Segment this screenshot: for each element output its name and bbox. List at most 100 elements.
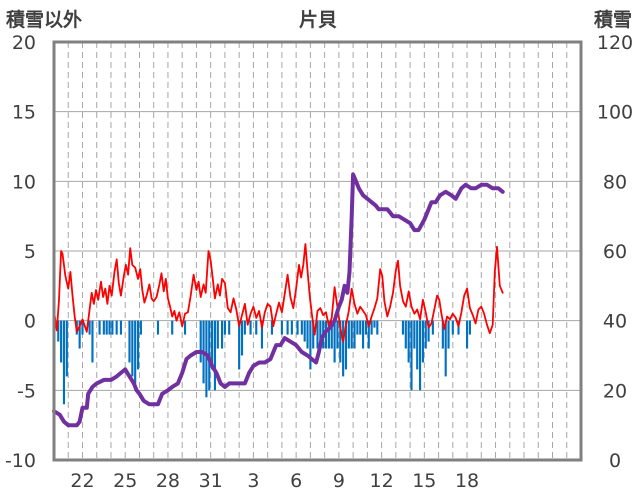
precipitation-bar: [105, 320, 108, 335]
precipitation-bar: [373, 320, 376, 328]
y-axis-left-label: 積雪以外: [6, 8, 82, 31]
precipitation-bar: [134, 320, 137, 391]
y-tick-label-left: 5: [24, 241, 36, 263]
precipitation-bar: [108, 320, 111, 335]
precipitation-bar: [88, 320, 91, 335]
precipitation-bar: [404, 320, 407, 349]
precipitation-bar: [344, 320, 348, 370]
precipitation-bar: [401, 320, 405, 335]
precipitation-bar: [376, 320, 379, 335]
precipitation-bar: [441, 320, 444, 349]
precipitation-bar: [171, 320, 174, 335]
x-tick-label: 3: [247, 470, 259, 492]
precipitation-bar: [413, 320, 416, 349]
precipitation-bar: [156, 320, 160, 335]
y-tick-label-left: -10: [5, 450, 36, 472]
precipitation-bar: [330, 320, 333, 349]
precipitation-bar: [447, 320, 450, 349]
precipitation-bar: [57, 320, 60, 342]
x-tick-label: 9: [333, 470, 345, 492]
precipitation-bar: [286, 320, 289, 335]
x-tick-label: 25: [113, 470, 137, 492]
precipitation-bar: [347, 320, 350, 349]
precipitation-bar: [249, 320, 252, 335]
precipitation-bar: [78, 320, 81, 349]
y-tick-label-left: 20: [12, 32, 36, 54]
precipitation-bar: [427, 320, 430, 342]
precipitation-bar: [451, 320, 454, 335]
precipitation-bar: [62, 320, 66, 405]
precipitation-bar: [319, 320, 322, 349]
precipitation-bars: [57, 320, 471, 405]
precipitation-bar: [91, 320, 94, 363]
precipitation-bar: [309, 320, 312, 370]
precipitation-bar: [410, 320, 413, 391]
plot-frame: [52, 40, 583, 462]
precipitation-bar: [183, 320, 187, 335]
x-tick-label: 15: [412, 470, 436, 492]
precipitation-bar: [350, 320, 353, 349]
precipitation-bar: [407, 320, 410, 363]
precipitation-bar: [370, 320, 373, 335]
x-tick-label: 22: [70, 470, 94, 492]
y-axis-right-label: 積雪: [594, 8, 632, 31]
precipitation-bar: [339, 320, 342, 363]
axes: 20 15 10 5 0 -5 -10 120 100 80 60 40 20 0 22 25 28 31 3 6 9 1…: [5, 32, 633, 492]
precipitation-bar: [98, 320, 101, 335]
precipitation-bar: [280, 320, 283, 335]
precipitation-bar: [199, 320, 202, 363]
precipitation-bar: [424, 320, 427, 349]
precipitation-bar: [119, 320, 123, 335]
x-tick-label: 18: [455, 470, 479, 492]
precipitation-bar: [468, 320, 471, 335]
precipitation-bar: [431, 320, 434, 335]
precipitation-bar: [228, 320, 231, 335]
precipitation-bar: [342, 320, 345, 377]
y-tick-label-right: 120: [597, 32, 633, 54]
precipitation-bar: [260, 320, 264, 349]
y-tick-label-right: 40: [603, 311, 627, 333]
chart-title: 片貝: [299, 8, 337, 31]
precipitation-bar: [362, 320, 365, 349]
precipitation-bar: [312, 320, 315, 349]
precipitation-bar: [300, 320, 303, 335]
precipitation-bar: [60, 320, 63, 363]
x-tick-label: 6: [290, 470, 302, 492]
precipitation-bar: [270, 320, 273, 335]
precipitation-bar: [223, 320, 226, 335]
y-tick-label-right: 0: [609, 450, 621, 472]
precipitation-bar: [367, 320, 370, 349]
precipitation-bar: [290, 320, 293, 335]
y-tick-label-left: 15: [12, 102, 36, 124]
precipitation-bar: [243, 320, 246, 335]
temperature-line: [53, 243, 504, 343]
precipitation-bar: [457, 320, 460, 335]
precipitation-bar: [65, 320, 68, 377]
precipitation-bar: [111, 320, 114, 335]
precipitation-bar: [316, 320, 319, 349]
x-tick-label: 28: [156, 470, 180, 492]
precipitation-bar: [444, 320, 447, 377]
y-tick-label-left: 0: [24, 311, 36, 333]
precipitation-bar: [131, 320, 134, 377]
precipitation-bar: [356, 320, 359, 335]
precipitation-bar: [211, 320, 214, 370]
precipitation-bar: [327, 320, 330, 349]
y-tick-label-left: 10: [12, 171, 36, 193]
y-tick-label-right: 80: [603, 171, 627, 193]
precipitation-bar: [465, 320, 469, 349]
precipitation-bar: [81, 320, 84, 335]
chart-lines: [52, 172, 505, 428]
precipitation-bar: [255, 320, 258, 335]
y-tick-label-left: -5: [17, 380, 36, 402]
snow-depth-line: [52, 172, 505, 428]
x-tick-label: 31: [199, 470, 223, 492]
precipitation-bar: [139, 320, 142, 335]
y-tick-label-right: 100: [597, 102, 633, 124]
precipitation-bar: [296, 320, 299, 335]
precipitation-bar: [364, 320, 367, 335]
precipitation-bar: [205, 320, 208, 398]
precipitation-bar: [216, 320, 219, 349]
precipitation-bar: [418, 320, 422, 391]
